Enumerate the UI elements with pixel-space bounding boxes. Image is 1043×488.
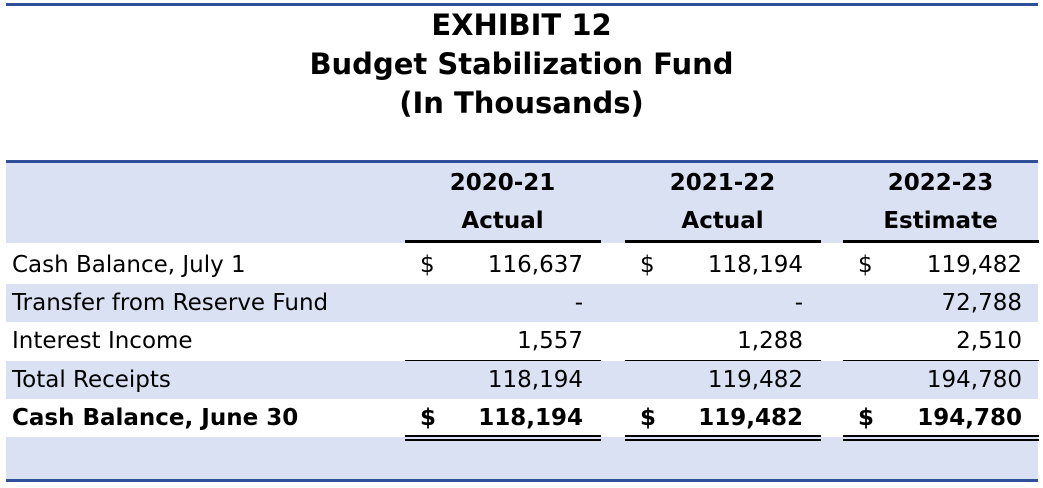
top-rule (6, 3, 1038, 6)
cell-value: - (794, 290, 803, 317)
cell-value: 194,780 (926, 366, 1022, 393)
header-underline (405, 240, 601, 243)
currency-symbol: $ (858, 404, 875, 431)
cell-value: 118,194 (487, 366, 583, 393)
cell-value: 2,510 (956, 328, 1022, 355)
cell-value: 119,482 (707, 366, 803, 393)
row-band (6, 284, 1038, 323)
cell-value: - (574, 290, 583, 317)
column-year: 2022-23 (887, 170, 994, 196)
row-label: Cash Balance, July 1 (12, 252, 246, 278)
currency-symbol: $ (420, 404, 437, 431)
table-top-rule (6, 160, 1038, 163)
currency-symbol: $ (640, 252, 655, 278)
row-band (6, 360, 1038, 399)
cell-value: 1,557 (517, 328, 583, 355)
column-year: 2020-21 (449, 170, 556, 196)
cell-value: 72,788 (941, 290, 1022, 317)
cell-value: 194,780 (917, 404, 1022, 431)
row-label: Transfer from Reserve Fund (12, 290, 329, 317)
header-underline (625, 240, 821, 243)
exhibit-title: EXHIBIT 12 (431, 8, 612, 42)
footer-band (6, 437, 1038, 479)
units: (In Thousands) (399, 86, 644, 120)
currency-symbol: $ (858, 252, 873, 278)
sum-underline (843, 359, 1039, 361)
cell-value: 119,482 (926, 252, 1022, 278)
row-label: Cash Balance, June 30 (12, 404, 299, 431)
column-year: 2021-22 (669, 170, 776, 196)
total-double-underline (625, 435, 821, 441)
header-band (6, 163, 1038, 243)
cell-value: 118,194 (478, 404, 583, 431)
total-double-underline (843, 435, 1039, 441)
cell-value: 118,194 (707, 252, 803, 278)
column-basis: Estimate (883, 208, 998, 234)
column-basis: Actual (681, 208, 764, 234)
table-bottom-rule (6, 479, 1038, 482)
row-label: Total Receipts (12, 366, 171, 393)
column-basis: Actual (461, 208, 544, 234)
header-underline (843, 240, 1039, 243)
fund-title: Budget Stabilization Fund (309, 47, 734, 81)
row-label: Interest Income (12, 328, 193, 355)
cell-value: 1,288 (737, 328, 803, 355)
total-double-underline (405, 435, 601, 441)
cell-value: 116,637 (487, 252, 583, 278)
sum-underline (405, 359, 601, 361)
cell-value: 119,482 (698, 404, 803, 431)
currency-symbol: $ (640, 404, 657, 431)
sum-underline (625, 359, 821, 361)
currency-symbol: $ (420, 252, 435, 278)
